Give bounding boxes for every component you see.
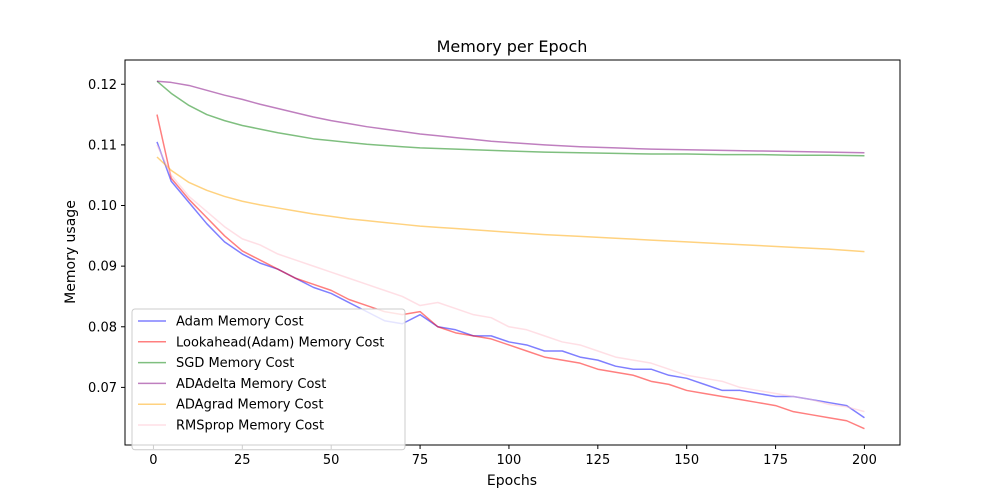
y-tick-label-3: 0.10 [88, 199, 117, 214]
x-tick-label-7: 175 [763, 453, 788, 468]
legend-label-4: ADAgrad Memory Cost [176, 398, 323, 413]
y-tick-label-4: 0.11 [88, 138, 117, 153]
y-axis-label: Memory usage [63, 200, 79, 304]
y-tick-label-1: 0.08 [88, 320, 117, 335]
x-tick-label-6: 150 [674, 453, 699, 468]
series-line-0 [156, 141, 865, 419]
legend: Adam Memory Cost Lookahead(Adam) Memory C… [131, 308, 406, 451]
legend-label-5: RMSprop Memory Cost [176, 419, 324, 434]
x-tick-label-3: 75 [412, 453, 429, 468]
series-line-5 [156, 144, 865, 413]
series-line-1 [156, 114, 865, 430]
legend-label-2: SGD Memory Cost [176, 356, 294, 371]
series-line-2 [156, 80, 865, 157]
x-tick-label-4: 100 [497, 453, 522, 468]
x-tick-label-1: 25 [234, 453, 251, 468]
x-tick-label-2: 50 [323, 453, 340, 468]
legend-label-1: Lookahead(Adam) Memory Cost [176, 335, 384, 350]
legend-label-3: ADAdelta Memory Cost [176, 377, 326, 392]
x-tick-label-8: 200 [852, 453, 877, 468]
legend-label-0: Adam Memory Cost [176, 315, 304, 330]
y-tick-label-0: 0.07 [88, 381, 117, 396]
series-line-4 [156, 156, 865, 253]
legend-box [131, 308, 406, 451]
chart-title: Memory per Epoch [437, 37, 588, 56]
y-tick-label-2: 0.09 [88, 260, 117, 275]
plot-frame [124, 59, 901, 446]
x-axis-label: Epochs [487, 473, 537, 489]
x-tick-label-5: 125 [585, 453, 610, 468]
y-axis-ticks: 0.07 0.08 0.09 0.10 0.11 0.12 [88, 78, 125, 396]
series-line-3 [156, 80, 865, 154]
y-tick-label-5: 0.12 [88, 78, 117, 93]
series-lines [156, 80, 865, 430]
x-tick-label-0: 0 [149, 453, 157, 468]
x-axis-ticks: 0 25 50 75 100 125 150 175 200 [149, 445, 877, 468]
